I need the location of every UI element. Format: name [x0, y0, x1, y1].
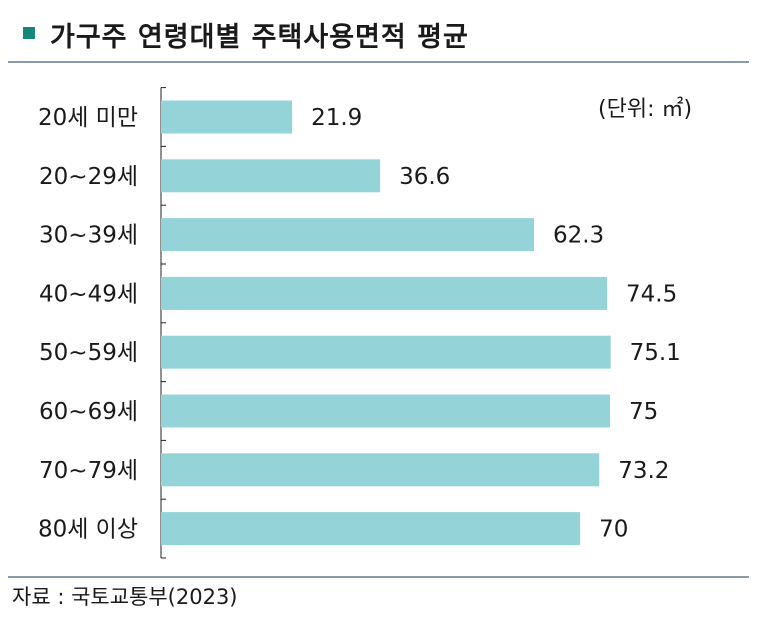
- value-label: 36.6: [399, 164, 450, 190]
- category-label: 40~49세: [39, 281, 138, 307]
- page-title: 가구주 연령대별 주택사용면적 평균: [50, 22, 469, 53]
- category-label: 50~59세: [39, 340, 138, 366]
- bar: [161, 394, 611, 428]
- unit-label: (단위: ㎡): [598, 97, 693, 122]
- category-label: 80세 이상: [38, 517, 138, 543]
- title-divider: [8, 61, 749, 63]
- bar: [161, 159, 381, 193]
- value-label: 75: [629, 399, 658, 425]
- category-label: 20세 미만: [38, 105, 138, 131]
- value-label: 70: [599, 517, 628, 543]
- category-label: 20~29세: [39, 164, 138, 190]
- source-note: 자료 : 국토교통부(2023): [12, 585, 238, 609]
- value-label: 62.3: [553, 223, 604, 249]
- footer-divider: [8, 576, 749, 578]
- value-label: 74.5: [626, 281, 677, 307]
- value-label: 75.1: [630, 340, 681, 366]
- category-label: 30~39세: [39, 223, 138, 249]
- bar: [161, 276, 608, 310]
- bar: [161, 453, 600, 487]
- bar: [161, 100, 293, 134]
- bar: [161, 335, 611, 369]
- category-label: 70~79세: [39, 458, 138, 484]
- bar: [161, 218, 534, 252]
- category-label: 60~69세: [39, 399, 138, 425]
- bar: [161, 512, 581, 546]
- value-label: 21.9: [311, 105, 362, 131]
- title-marker: [23, 27, 35, 39]
- value-label: 73.2: [618, 458, 669, 484]
